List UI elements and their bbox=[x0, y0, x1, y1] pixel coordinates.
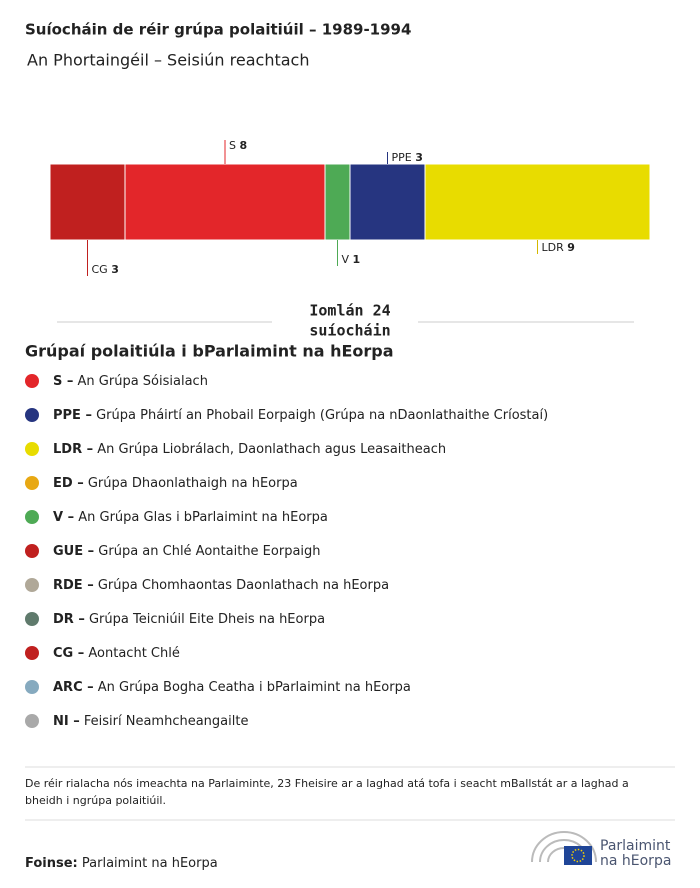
segment-label: PPE 3 bbox=[392, 151, 423, 164]
legend-code: RDE – bbox=[53, 578, 94, 593]
chart-subtitle: An Phortaingéil – Seisiún reachtach bbox=[27, 51, 309, 70]
series-name: PPE bbox=[392, 151, 412, 164]
legend-entry: CG – Aontacht Chlé bbox=[53, 646, 180, 661]
legend-description: Grúpa Chomhaontas Daonlathach na hEorpa bbox=[98, 578, 389, 593]
source-text: Parlaimint na hEorpa bbox=[82, 856, 218, 871]
legend-entry: DR – Grúpa Teicniúil Eite Dheis na hEorp… bbox=[53, 612, 325, 627]
total-label: Iomlán 24 bbox=[309, 302, 390, 320]
legend-swatch bbox=[25, 714, 39, 728]
legend-entry: S – An Grúpa Sóisialach bbox=[53, 374, 208, 389]
series-name: S bbox=[229, 139, 236, 152]
legend-entry: ED – Grúpa Dhaonlathaigh na hEorpa bbox=[53, 476, 298, 491]
legend-swatch bbox=[25, 408, 39, 422]
legend-description: Grúpa Teicniúil Eite Dheis na hEorpa bbox=[89, 612, 325, 627]
legend-code: PPE – bbox=[53, 408, 92, 423]
footnote: De réir rialacha nós imeachta na Parlaim… bbox=[25, 777, 629, 807]
segment-value: 3 bbox=[415, 151, 423, 164]
series-name: V bbox=[342, 253, 350, 266]
legend-code: ARC – bbox=[53, 680, 94, 695]
legend-entry: PPE – Grúpa Pháirtí an Phobail Eorpaigh … bbox=[53, 408, 548, 423]
legend-swatch bbox=[25, 578, 39, 592]
bar-segment bbox=[424, 163, 651, 241]
segment-label: V 1 bbox=[342, 253, 361, 266]
legend-entry: NI – Feisirí Neamhcheangailte bbox=[53, 714, 248, 729]
segment-label: CG 3 bbox=[92, 263, 119, 276]
legend-entry: LDR – An Grúpa Liobrálach, Daonlathach a… bbox=[53, 442, 446, 457]
legend-description: An Grúpa Sóisialach bbox=[78, 374, 208, 389]
legend-description: Aontacht Chlé bbox=[88, 646, 179, 661]
legend-swatch bbox=[25, 544, 39, 558]
legend-code: GUE – bbox=[53, 544, 94, 559]
legend-swatch bbox=[25, 442, 39, 456]
legend-code: DR – bbox=[53, 612, 85, 627]
legend-code: NI – bbox=[53, 714, 80, 729]
legend-title: Grúpaí polaitiúla i bParlaimint na hEorp… bbox=[25, 342, 394, 361]
legend-entry: ARC – An Grúpa Bogha Ceatha i bParlaimin… bbox=[53, 680, 411, 695]
total-label: suíocháin bbox=[309, 322, 390, 340]
legend-code: S – bbox=[53, 374, 73, 389]
legend-code: V – bbox=[53, 510, 74, 525]
segment-label: S 8 bbox=[229, 139, 247, 152]
legend-description: Grúpa Dhaonlathaigh na hEorpa bbox=[88, 476, 298, 491]
chart-title: Suíocháin de réir grúpa polaitiúil – 198… bbox=[25, 21, 411, 39]
segment-value: 1 bbox=[353, 253, 361, 266]
series-name: LDR bbox=[542, 241, 565, 254]
legend-code: ED – bbox=[53, 476, 84, 491]
legend-entry: RDE – Grúpa Chomhaontas Daonlathach na h… bbox=[53, 578, 389, 593]
legend-code: CG – bbox=[53, 646, 84, 661]
legend-description: An Grúpa Bogha Ceatha i bParlaimint na h… bbox=[98, 680, 411, 695]
series-name: CG bbox=[92, 263, 108, 276]
legend-description: Grúpa an Chlé Aontaithe Eorpaigh bbox=[98, 544, 320, 559]
legend-swatch bbox=[25, 476, 39, 490]
logo-text: na hEorpa bbox=[600, 853, 671, 869]
legend-swatch bbox=[25, 646, 39, 660]
segment-label: LDR 9 bbox=[542, 241, 575, 254]
segment-value: 8 bbox=[239, 139, 247, 152]
source-label: Foinse: bbox=[25, 856, 78, 871]
legend-description: An Grúpa Liobrálach, Daonlathach agus Le… bbox=[97, 442, 446, 457]
bar-segment bbox=[324, 163, 351, 241]
legend-swatch bbox=[25, 374, 39, 388]
logo-text: Parlaimint bbox=[600, 838, 671, 854]
legend-description: Grúpa Pháirtí an Phobail Eorpaigh (Grúpa… bbox=[96, 408, 548, 423]
legend-description: Feisirí Neamhcheangailte bbox=[84, 714, 249, 729]
bar-segment bbox=[124, 163, 326, 241]
legend-swatch bbox=[25, 510, 39, 524]
source: Foinse: Parlaimint na hEorpa bbox=[25, 856, 218, 871]
segment-value: 9 bbox=[567, 241, 575, 254]
bar-segment bbox=[49, 163, 126, 241]
bar-segment bbox=[349, 163, 426, 241]
segment-value: 3 bbox=[111, 263, 119, 276]
logo: Parlaimint na hEorpa bbox=[531, 831, 671, 869]
legend-swatch bbox=[25, 612, 39, 626]
legend-code: LDR – bbox=[53, 442, 93, 457]
legend-entry: GUE – Grúpa an Chlé Aontaithe Eorpaigh bbox=[53, 544, 321, 559]
legend-swatch bbox=[25, 680, 39, 694]
legend-entry: V – An Grúpa Glas i bParlaimint na hEorp… bbox=[53, 510, 328, 525]
legend-description: An Grúpa Glas i bParlaimint na hEorpa bbox=[78, 510, 328, 525]
